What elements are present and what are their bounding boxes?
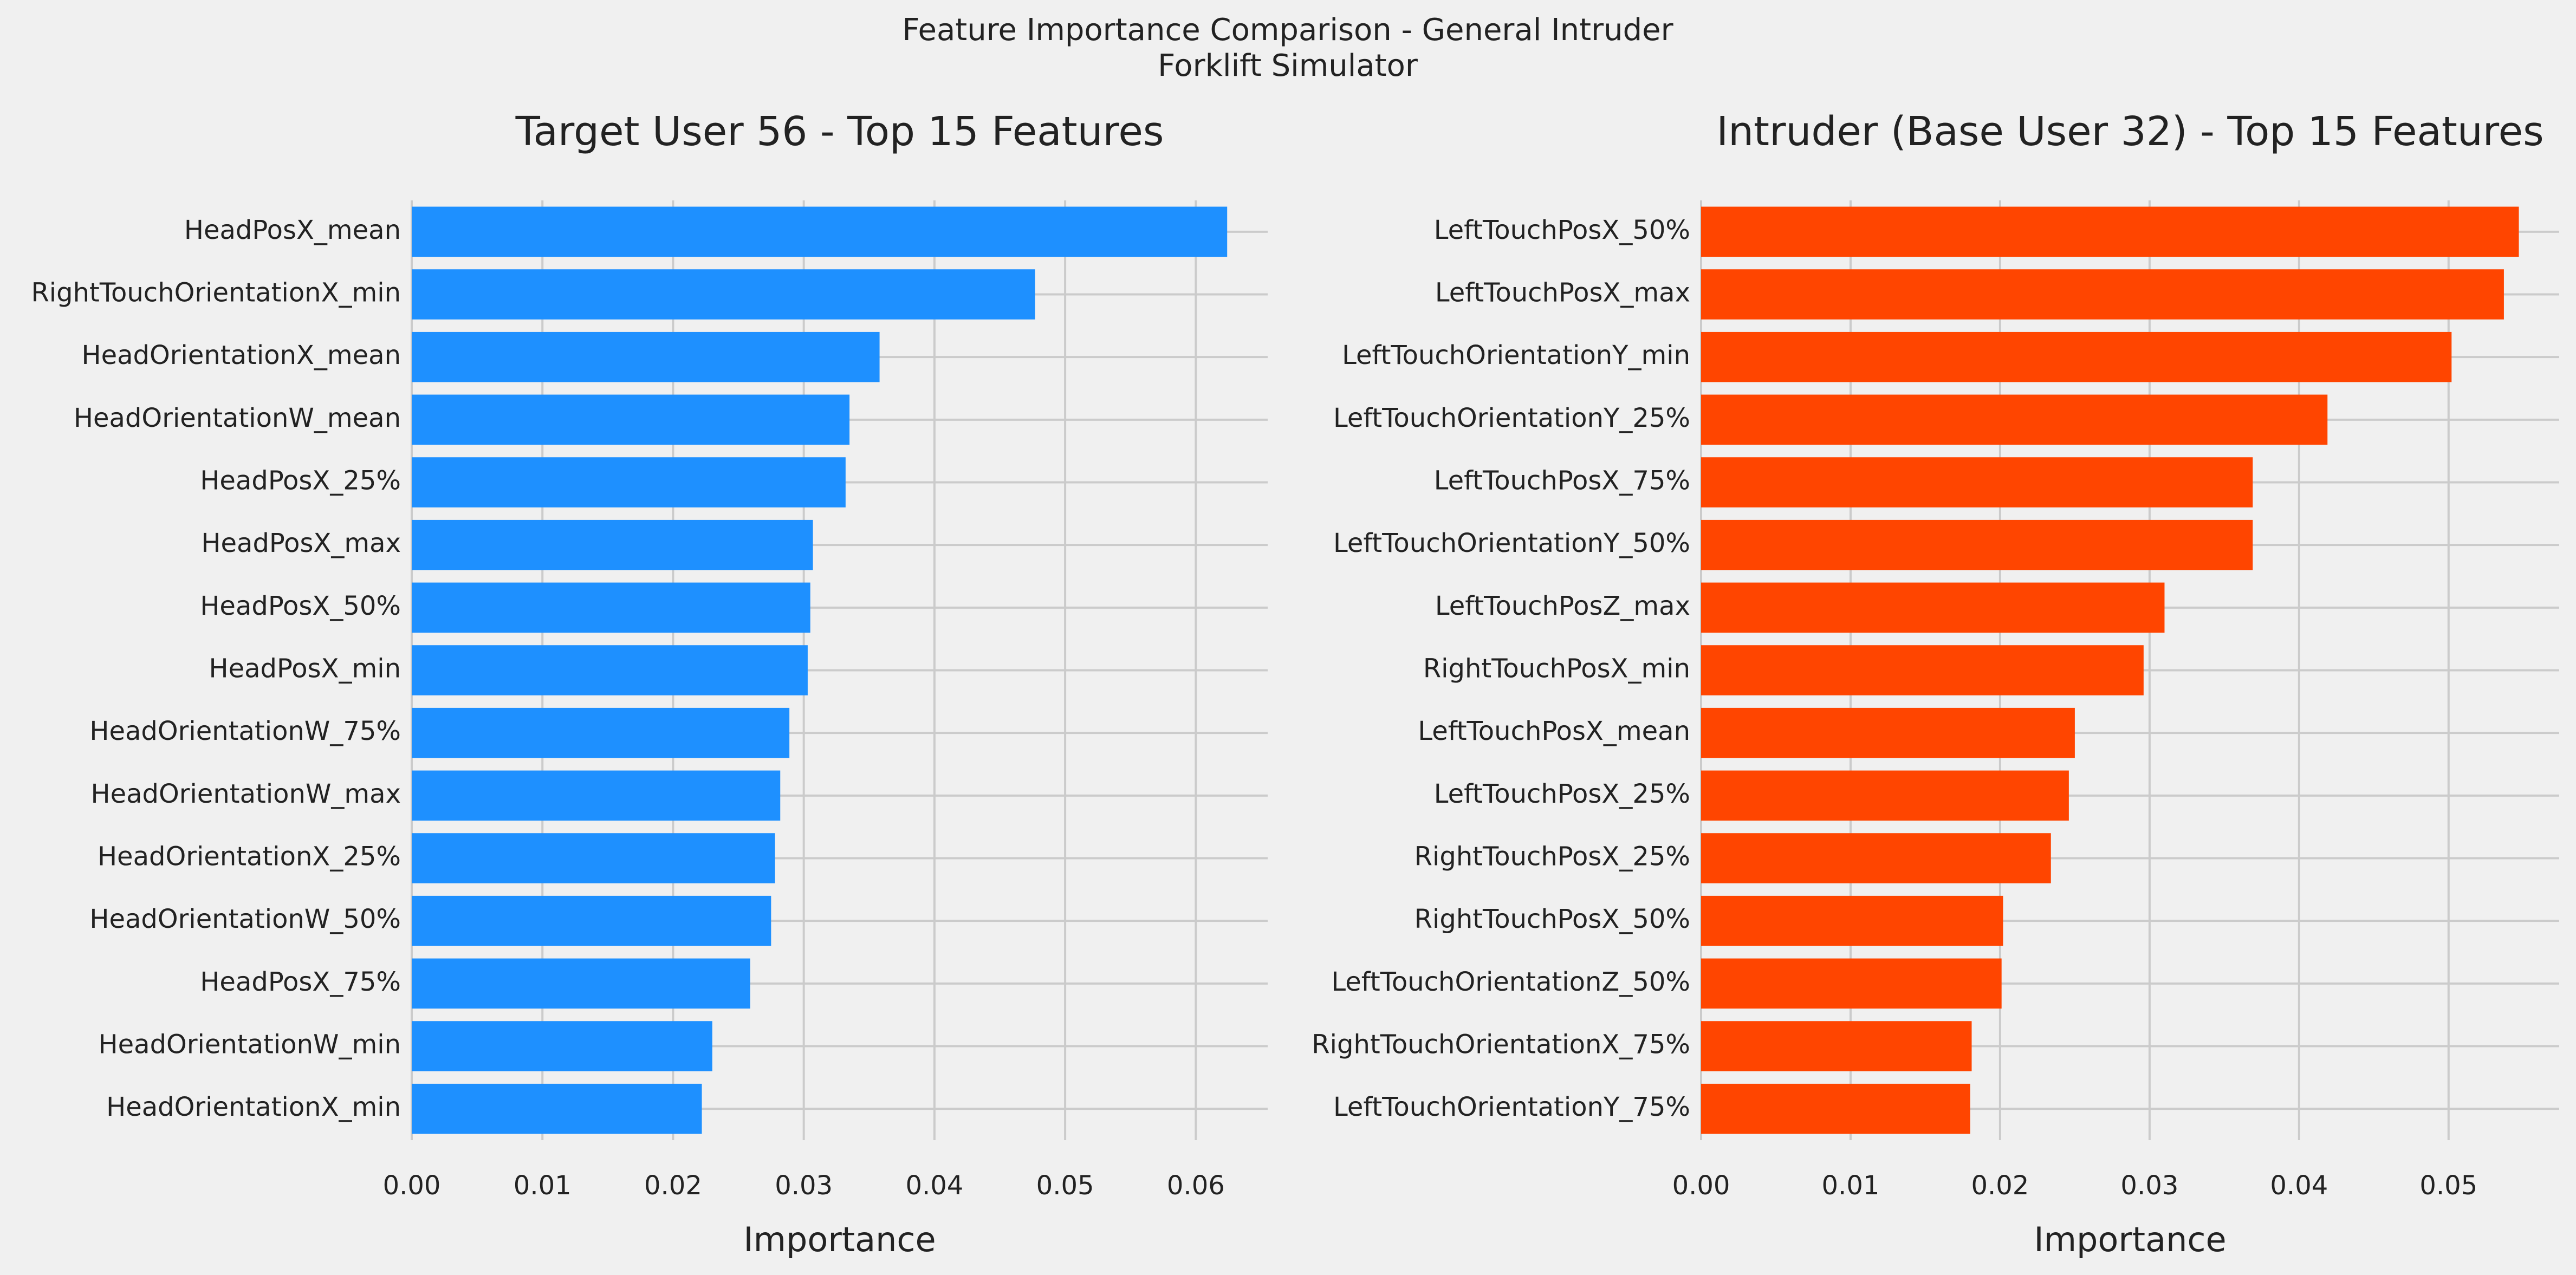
left-ytick-label: HeadPosX_max	[201, 528, 401, 558]
left-xtick-label: 0.03	[775, 1170, 833, 1201]
left-bar	[412, 895, 771, 946]
left-chart-title: Target User 56 - Top 15 Features	[515, 108, 1164, 155]
right-bar	[1701, 1083, 1970, 1134]
right-ytick-label: RightTouchPosX_25%	[1414, 842, 1690, 872]
left-bar	[412, 958, 750, 1009]
left-ytick-label: HeadOrientationX_min	[106, 1092, 401, 1122]
right-bar	[1701, 457, 2253, 508]
left-xtick-label: 0.01	[514, 1170, 572, 1201]
right-bar	[1701, 770, 2069, 821]
right-bar	[1701, 645, 2144, 695]
left-chart-target-user: Target User 56 - Top 15 Features Importa…	[31, 108, 1268, 1259]
left-bar	[412, 770, 781, 821]
right-bar	[1701, 582, 2165, 633]
right-ytick-label: LeftTouchOrientationY_25%	[1333, 403, 1690, 433]
left-bar	[412, 1083, 702, 1134]
right-bar	[1701, 206, 2519, 257]
left-ytick-label: HeadOrientationW_max	[90, 779, 401, 809]
left-xtick-label: 0.05	[1036, 1170, 1094, 1201]
right-bar	[1701, 394, 2328, 445]
figure-suptitle-line1: Feature Importance Comparison - General …	[902, 12, 1673, 48]
right-bar	[1701, 269, 2504, 320]
left-ytick-label: HeadOrientationW_75%	[89, 716, 401, 746]
left-bar	[412, 394, 850, 445]
right-xtick-label: 0.04	[2270, 1170, 2328, 1201]
right-ytick-label: LeftTouchOrientationY_75%	[1333, 1092, 1690, 1122]
left-chart-xlabel: Importance	[743, 1220, 936, 1259]
left-bar	[412, 457, 846, 508]
left-bar	[412, 707, 790, 758]
left-ytick-label: HeadOrientationX_25%	[98, 842, 401, 872]
right-xtick-label: 0.02	[1971, 1170, 2029, 1201]
left-ytick-label: HeadOrientationW_min	[99, 1030, 401, 1060]
left-ytick-label: HeadPosX_75%	[200, 967, 401, 997]
right-chart-xlabel: Importance	[2034, 1220, 2226, 1259]
right-chart-title: Intruder (Base User 32) - Top 15 Feature…	[1716, 108, 2543, 155]
right-xtick-label: 0.01	[1822, 1170, 1880, 1201]
right-bar	[1701, 331, 2452, 382]
left-bar	[412, 582, 810, 633]
right-bar	[1701, 895, 2003, 946]
right-ytick-label: LeftTouchOrientationY_50%	[1333, 528, 1690, 558]
left-ytick-label: RightTouchOrientationX_min	[31, 278, 401, 308]
left-xtick-label: 0.02	[644, 1170, 702, 1201]
right-bar	[1701, 958, 2002, 1009]
right-xtick-label: 0.00	[1672, 1170, 1730, 1201]
right-xtick-label: 0.03	[2120, 1170, 2178, 1201]
left-bar	[412, 833, 775, 883]
left-ytick-label: HeadPosX_25%	[200, 466, 401, 496]
left-ytick-label: HeadOrientationW_mean	[74, 403, 401, 433]
right-xtick-label: 0.05	[2419, 1170, 2477, 1201]
left-xtick-label: 0.00	[383, 1170, 441, 1201]
left-ytick-label: HeadPosX_min	[209, 654, 401, 684]
right-ytick-label: RightTouchPosX_50%	[1414, 904, 1690, 934]
left-bar	[412, 269, 1035, 320]
left-bar	[412, 645, 808, 695]
left-xtick-label: 0.04	[905, 1170, 963, 1201]
right-ytick-label: LeftTouchPosX_max	[1435, 278, 1690, 308]
right-ytick-label: LeftTouchPosX_mean	[1418, 716, 1690, 746]
left-ytick-label: HeadPosX_mean	[184, 215, 401, 245]
right-ytick-label: LeftTouchPosX_50%	[1434, 215, 1690, 245]
right-ytick-label: LeftTouchPosX_25%	[1434, 779, 1690, 809]
left-ytick-label: HeadOrientationW_50%	[89, 904, 401, 934]
right-ytick-label: LeftTouchPosX_75%	[1434, 466, 1690, 496]
right-bar	[1701, 707, 2075, 758]
right-bar	[1701, 833, 2051, 883]
right-ytick-label: RightTouchPosX_min	[1423, 654, 1690, 684]
right-ytick-label: LeftTouchOrientationZ_50%	[1331, 967, 1690, 997]
right-bar	[1701, 1021, 1972, 1071]
right-ytick-label: LeftTouchOrientationY_min	[1342, 340, 1690, 370]
left-bar	[412, 206, 1228, 257]
left-bar	[412, 1021, 712, 1071]
figure-suptitle-line2: Forklift Simulator	[1158, 48, 1418, 83]
right-ytick-label: RightTouchOrientationX_75%	[1312, 1030, 1690, 1060]
left-xtick-label: 0.06	[1167, 1170, 1225, 1201]
left-ytick-label: HeadPosX_50%	[200, 591, 401, 621]
right-bar	[1701, 519, 2253, 570]
left-bar	[412, 519, 813, 570]
left-bar	[412, 331, 880, 382]
left-ytick-label: HeadOrientationX_mean	[82, 340, 401, 370]
right-ytick-label: LeftTouchPosZ_max	[1435, 591, 1690, 621]
right-chart-intruder: Intruder (Base User 32) - Top 15 Feature…	[1312, 108, 2559, 1259]
